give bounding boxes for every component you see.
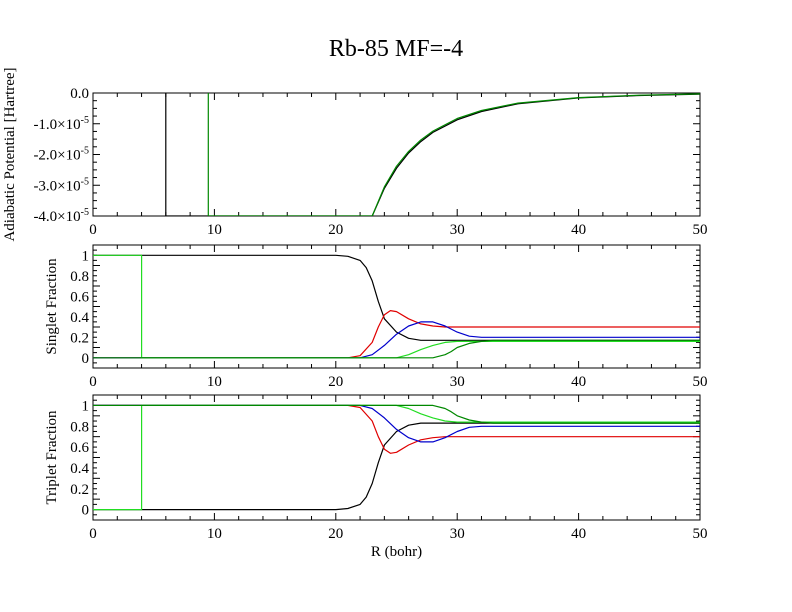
potential-series-line-1 xyxy=(207,93,700,216)
singlet-xtick-label: 20 xyxy=(328,374,343,390)
triplet-xtick-label: 30 xyxy=(450,526,465,542)
potential-ytick-label: -4.0×10-5 xyxy=(33,207,89,225)
singlet-xtick-label: 0 xyxy=(89,374,97,390)
triplet-ytick-label: 0.2 xyxy=(70,482,89,498)
panels: 0 10 20 30 40 500.0-1.0×10-5-2.0×10-5-3.0×10-… xyxy=(2,67,708,560)
singlet-series-line-3 xyxy=(93,254,700,359)
triplet-xtick-label: 20 xyxy=(328,526,343,542)
triplet-series-line-1 xyxy=(93,404,700,454)
singlet-series-line-1 xyxy=(93,310,700,359)
singlet-xtick-label: 40 xyxy=(571,374,586,390)
potential-xtick-label: 10 xyxy=(207,222,222,238)
singlet-ytick-label: 0.4 xyxy=(70,310,89,326)
triplet-series-line-3 xyxy=(93,404,700,511)
triplet-ytick-label: 0.6 xyxy=(70,440,89,456)
triplet-series-line-4 xyxy=(93,404,700,424)
potential-xtick-label: 20 xyxy=(328,222,343,238)
singlet-frame xyxy=(92,244,701,369)
triplet-xtick-label: 0 xyxy=(89,526,97,542)
triplet-ytick-label: 0.8 xyxy=(70,419,89,435)
singlet-series-line-0 xyxy=(93,254,700,341)
singlet-series-group xyxy=(93,254,700,359)
singlet-ytick-label: 0.6 xyxy=(70,289,89,305)
triplet-xtick-label: 50 xyxy=(693,526,708,542)
potential-xtick-label: 30 xyxy=(450,222,465,238)
potential-xtick-label: 40 xyxy=(571,222,586,238)
potential-series-line-0 xyxy=(165,93,700,216)
singlet-ytick-label: 0.2 xyxy=(70,330,89,346)
potential-xtick-label: 0 xyxy=(89,222,97,238)
potential-ytick-label: 0.0 xyxy=(70,86,89,102)
triplet-frame xyxy=(92,394,701,521)
triplet-xtick-label: 10 xyxy=(207,526,222,542)
triplet-series-line-2 xyxy=(93,404,700,443)
singlet-ylabel: Singlet Fraction xyxy=(44,258,60,355)
singlet-ytick-label: 0 xyxy=(82,351,90,367)
potential-ytick-label: -2.0×10-5 xyxy=(33,146,89,164)
singlet-ytick-label: 1 xyxy=(82,248,90,264)
potential-ylabel: Adiabatic Potential [Hartree] xyxy=(2,67,18,241)
potential-xtick-label: 50 xyxy=(693,222,708,238)
potential-ytick-label: -1.0×10-5 xyxy=(33,115,89,133)
singlet-series-line-2 xyxy=(93,321,700,359)
triplet-series-line-0 xyxy=(93,422,700,511)
chart-title: Rb-85 MF=-4 xyxy=(329,36,463,62)
potential-ytick-label: -3.0×10-5 xyxy=(33,176,89,194)
potential-panel: 0 10 20 30 40 50 0.0 -1.0×10-5 -2.0×10-5 -3.0×10-… xyxy=(2,67,708,241)
triplet-panel: 0 10 20 30 40 50 0 0.2 0.4 0.6 0.8 1 Triplet Fractio… xyxy=(44,394,708,560)
singlet-ytick-label: 0.8 xyxy=(70,269,89,285)
triplet-xtick-label: 40 xyxy=(571,526,586,542)
singlet-panel: 0 10 20 30 40 50 0 0.2 0.4 0.6 0.8 1 Singlet Fractio… xyxy=(44,244,708,390)
singlet-xtick-label: 10 xyxy=(207,374,222,390)
potential-series-group xyxy=(165,93,700,216)
triplet-ytick-label: 0 xyxy=(82,503,90,519)
triplet-series-group xyxy=(93,404,700,511)
singlet-series-line-4 xyxy=(93,339,700,359)
triplet-ytick-label: 0.4 xyxy=(70,461,89,477)
singlet-xtick-label: 30 xyxy=(450,374,465,390)
singlet-xtick-label: 50 xyxy=(693,374,708,390)
triplet-ytick-label: 1 xyxy=(82,398,90,414)
potential-frame xyxy=(92,92,701,217)
triplet-ylabel: Triplet Fraction xyxy=(44,410,60,505)
triplet-xlabel: R (bohr) xyxy=(371,544,422,560)
